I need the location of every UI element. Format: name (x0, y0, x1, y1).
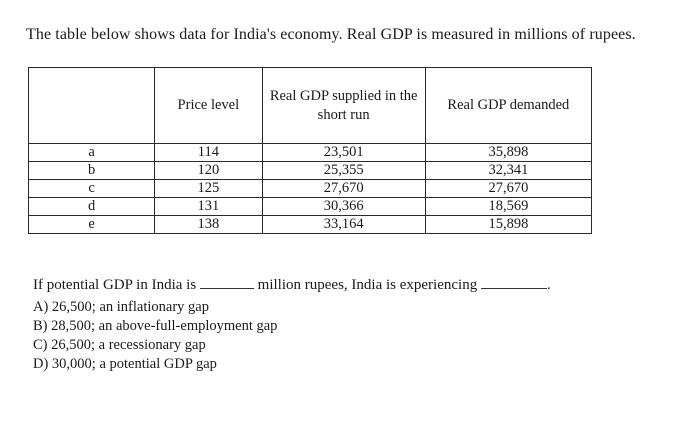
row-label: a (27, 143, 156, 162)
row-label: b (27, 161, 156, 180)
question-part-2: million rupees, India is experiencing (253, 277, 481, 293)
answer-blank-1 (199, 276, 254, 289)
supplied-cell: 27,670 (261, 179, 426, 198)
choice-a: A) 26,500; an inflationary gap (33, 299, 209, 315)
table-row: d 131 30,366 18,569 (27, 197, 593, 216)
table-header-row: Price level Real GDP supplied in the sho… (27, 67, 593, 144)
choice-b: B) 28,500; an above-full-employment gap (33, 318, 278, 334)
demanded-cell: 35,898 (424, 143, 593, 162)
question-text: If potential GDP in India is million rup… (33, 276, 551, 295)
answer-blank-2 (480, 276, 547, 289)
price-level-cell: 125 (154, 179, 263, 198)
gdp-table: Price level Real GDP supplied in the sho… (27, 67, 593, 234)
demanded-cell: 32,341 (424, 161, 593, 180)
answer-choices: A) 26,500; an inflationary gap B) 28,500… (33, 298, 277, 374)
demanded-cell: 27,670 (424, 179, 593, 198)
choice-d: D) 30,000; a potential GDP gap (33, 356, 217, 372)
supplied-cell: 33,164 (261, 215, 426, 234)
row-label: e (27, 215, 156, 234)
demanded-cell: 15,898 (424, 215, 593, 234)
price-level-cell: 138 (154, 215, 263, 234)
supplied-cell: 23,501 (261, 143, 426, 162)
header-row-label (27, 67, 156, 144)
price-level-cell: 114 (154, 143, 263, 162)
row-label: c (27, 179, 156, 198)
supplied-cell: 25,355 (261, 161, 426, 180)
demanded-cell: 18,569 (424, 197, 593, 216)
choice-c: C) 26,500; a recessionary gap (33, 337, 206, 353)
price-level-cell: 131 (154, 197, 263, 216)
table-row: e 138 33,164 15,898 (27, 215, 593, 234)
price-level-cell: 120 (154, 161, 263, 180)
table-row: c 125 27,670 27,670 (27, 179, 593, 198)
row-label: d (27, 197, 156, 216)
question-part-3: . (546, 277, 551, 293)
table-row: b 120 25,355 32,341 (27, 161, 593, 180)
question-part-1: If potential GDP in India is (33, 277, 200, 293)
header-real-gdp-demanded: Real GDP demanded (424, 67, 593, 144)
supplied-cell: 30,366 (261, 197, 426, 216)
intro-text: The table below shows data for India's e… (26, 26, 636, 43)
table-row: a 114 23,501 35,898 (27, 143, 593, 162)
header-price-level: Price level (154, 67, 263, 144)
header-real-gdp-supplied: Real GDP supplied in the short run (261, 67, 426, 144)
